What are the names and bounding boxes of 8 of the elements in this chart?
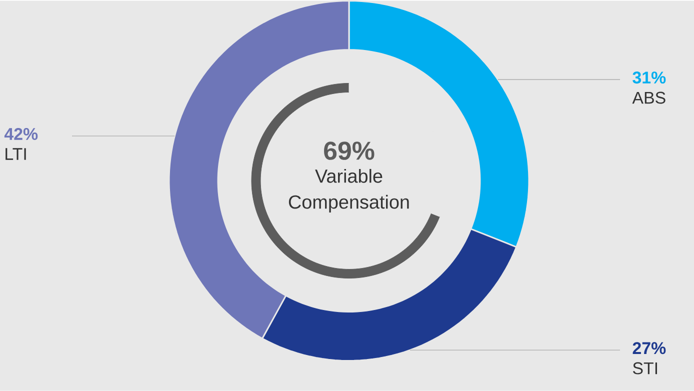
data-label: 31%: [632, 72, 666, 84]
data-label: 27%: [632, 342, 666, 354]
slice-label: Variable Compensation: [288, 169, 409, 213]
data-label: 69%: [324, 142, 374, 160]
slice-label: ABS: [632, 92, 666, 104]
slice-label: LTI: [6, 148, 26, 160]
slice-label: STI: [632, 362, 657, 374]
data-label: 42%: [4, 128, 38, 140]
